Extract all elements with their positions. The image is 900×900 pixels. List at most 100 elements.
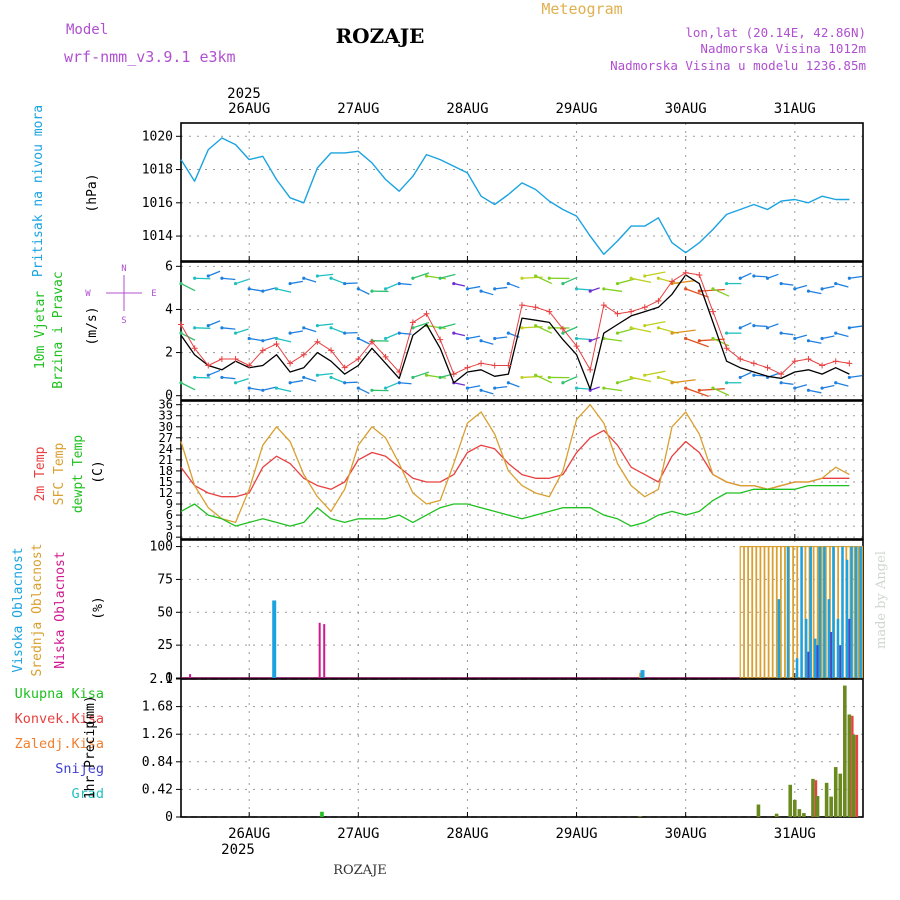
wind-arrow-head	[643, 373, 647, 377]
precip-panel: 0 0.42 0.84 1.26 1.68 2.1	[142, 672, 864, 825]
bottom-day-label: 31AUG	[774, 826, 816, 842]
wind-arrow-head	[820, 287, 824, 291]
temp-dew-label: dewpt Temp	[71, 435, 86, 513]
top-day-label: 27AUG	[337, 101, 379, 117]
wind-arrow-head	[343, 281, 347, 286]
wind-arrow-head	[384, 336, 388, 341]
pressure-panel: 1014 1016 1018 1020	[142, 122, 864, 262]
wind-arrow-head	[752, 373, 756, 377]
wind-arrow	[453, 282, 466, 287]
cloud-mid-bar	[768, 545, 773, 679]
cloud-high-bar	[786, 546, 790, 678]
wind-arrow-head	[233, 381, 238, 385]
wind-unit: (m/s)	[85, 306, 100, 345]
wind-arrow	[630, 376, 652, 383]
compass-east: E	[151, 289, 156, 299]
wind-arrow	[426, 324, 446, 330]
wind-arrow	[412, 272, 430, 279]
wind-gust-marker	[191, 345, 198, 352]
top-day-label: 31AUG	[774, 101, 816, 117]
station-title: ROZAJE	[336, 24, 425, 48]
cloud-panel: 0 25 50 75 100	[150, 539, 864, 686]
wind-arrow	[494, 385, 508, 389]
wind-arrow	[358, 337, 370, 345]
wind-gust-marker	[587, 366, 594, 373]
wind-arrow	[835, 332, 849, 338]
wind-gust-marker	[709, 308, 716, 315]
wind-arrow	[603, 387, 623, 392]
cloud-high-bar	[854, 546, 858, 678]
cloud-high-bar	[777, 599, 781, 678]
bottom-day-label: 27AUG	[337, 826, 379, 842]
precip-legend-item: Konvek.Kisa	[15, 711, 104, 727]
wind-arrow-head	[765, 326, 770, 330]
wind-arrow	[467, 285, 481, 290]
model-label: Model	[66, 22, 108, 38]
wind-arrow-head	[561, 281, 565, 286]
wind-arrow	[399, 282, 412, 286]
y-tick-label: 18	[159, 464, 173, 478]
wind-gust-marker	[628, 308, 635, 315]
wind-gust-marker	[573, 343, 580, 350]
wind-arrow-head	[329, 276, 333, 280]
wind-arrow	[739, 322, 752, 329]
wind-gust-marker	[559, 325, 566, 332]
wind-gust-marker	[614, 310, 621, 317]
wind-arrow	[235, 328, 249, 334]
wind-arrow	[317, 273, 334, 277]
wind-arrow-head	[493, 386, 497, 390]
y-tick-label: 24	[159, 442, 173, 456]
wind-arrow-head	[506, 381, 510, 385]
wind-arrow	[781, 332, 794, 336]
cloud-low-bar	[807, 651, 810, 678]
wind-arrow	[330, 327, 344, 334]
compass-west: W	[85, 289, 91, 299]
wind-arrow	[317, 372, 334, 376]
wind-ylabel-1: 10m Vjetar	[33, 291, 48, 369]
wind-gust-marker	[178, 321, 184, 328]
wind-arrow-head	[206, 274, 210, 278]
precip-total-bar	[833, 767, 838, 817]
wind-arrow-head	[356, 287, 360, 291]
y-tick-label: 12	[159, 486, 173, 500]
wind-arrow	[358, 288, 370, 295]
wind-arrow-head	[670, 331, 674, 335]
wind-arrow-head	[315, 274, 319, 278]
wind-arrow	[685, 337, 709, 348]
wind-arrow	[262, 336, 277, 342]
wind-arrow-head	[288, 331, 292, 335]
bottom-day-label: 28AUG	[446, 826, 488, 842]
cloud-mid-bar	[743, 545, 749, 679]
wind-arrow	[344, 381, 358, 384]
wind-gust-marker	[546, 308, 553, 315]
wind-arrow-head	[615, 281, 620, 286]
wind-arrow-head	[274, 287, 279, 291]
watermark: made by Angel	[874, 551, 889, 649]
wind-arrow	[617, 327, 636, 334]
top-day-label: 29AUG	[555, 101, 597, 117]
wind-gust-marker	[519, 302, 525, 309]
wind-arrow	[480, 389, 494, 395]
wind-arrow-head	[615, 381, 620, 385]
precip-total-bar	[824, 782, 829, 817]
wind-gust-marker	[328, 347, 335, 354]
wind-arrow-head	[684, 336, 688, 341]
wind-arrow-head	[220, 276, 224, 280]
wind-gust-marker	[450, 371, 457, 378]
y-tick-label: 2.1	[150, 672, 173, 687]
wind-arrow-head	[779, 331, 783, 335]
wind-arrow-head	[725, 331, 729, 335]
wind-arrow-head	[834, 281, 838, 286]
wind-arrow-head	[643, 274, 647, 278]
pressure-unit: (hPa)	[85, 173, 100, 212]
precip-total-bar	[788, 784, 793, 817]
y-tick-label: 1.26	[142, 727, 173, 742]
wind-gust-marker	[655, 297, 662, 304]
wind-speed-line	[180, 274, 850, 390]
wind-arrow	[603, 288, 623, 293]
wind-arrow-head	[206, 324, 210, 328]
wind-arrow	[767, 273, 779, 279]
wind-gust-marker	[641, 304, 648, 311]
wind-arrow	[835, 382, 849, 387]
wind-arrow	[589, 336, 600, 342]
